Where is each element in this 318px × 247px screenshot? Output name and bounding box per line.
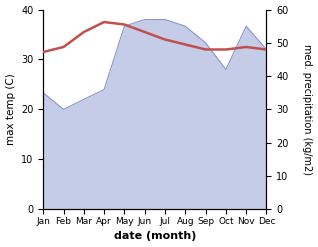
X-axis label: date (month): date (month) [114, 231, 196, 242]
Y-axis label: max temp (C): max temp (C) [5, 74, 16, 145]
Y-axis label: med. precipitation (kg/m2): med. precipitation (kg/m2) [302, 44, 313, 175]
